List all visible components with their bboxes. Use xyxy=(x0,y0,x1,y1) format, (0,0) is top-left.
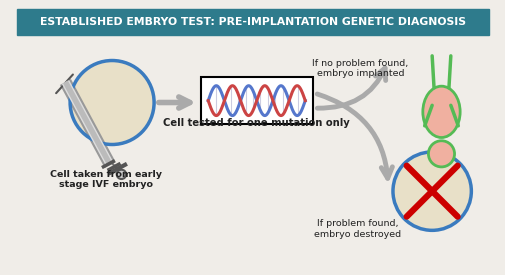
Bar xyxy=(17,9,488,35)
Text: Cell taken from early
stage IVF embryo: Cell taken from early stage IVF embryo xyxy=(49,170,161,189)
Text: If no problem found,
embryo implanted: If no problem found, embryo implanted xyxy=(312,59,408,78)
Circle shape xyxy=(117,170,126,179)
Text: ESTABLISHED EMBRYO TEST: PRE-IMPLANTATION GENETIC DIAGNOSIS: ESTABLISHED EMBRYO TEST: PRE-IMPLANTATIO… xyxy=(40,17,465,27)
Circle shape xyxy=(392,152,471,230)
Circle shape xyxy=(428,141,453,167)
Circle shape xyxy=(70,60,154,144)
Text: Cell tested for one mutation only: Cell tested for one mutation only xyxy=(163,118,349,128)
Bar xyxy=(200,77,312,124)
Text: If problem found,
embryo destroyed: If problem found, embryo destroyed xyxy=(313,219,400,238)
Ellipse shape xyxy=(422,86,459,138)
